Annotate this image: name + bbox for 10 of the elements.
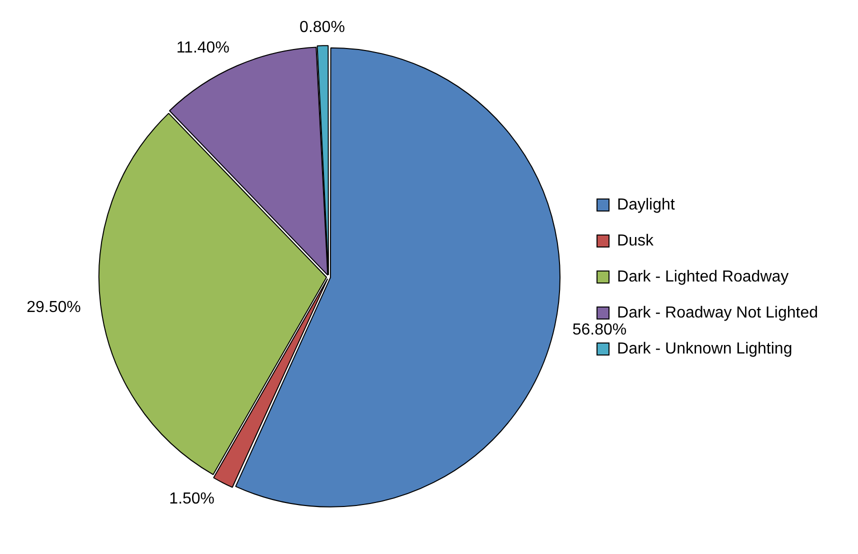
legend-label: Dark - Lighted Roadway (617, 268, 789, 286)
legend-label: Dark - Unknown Lighting (617, 340, 792, 358)
data-label: 1.50% (169, 490, 215, 508)
legend-label: Dusk (617, 232, 654, 250)
legend-label: Daylight (617, 196, 676, 214)
data-label: 0.80% (300, 18, 345, 36)
data-label: 56.80% (572, 321, 627, 338)
data-label: 29.50% (26, 298, 81, 316)
data-label: 11.40% (176, 39, 230, 56)
legend-label: Dark - Roadway Not Lighted (617, 304, 818, 322)
